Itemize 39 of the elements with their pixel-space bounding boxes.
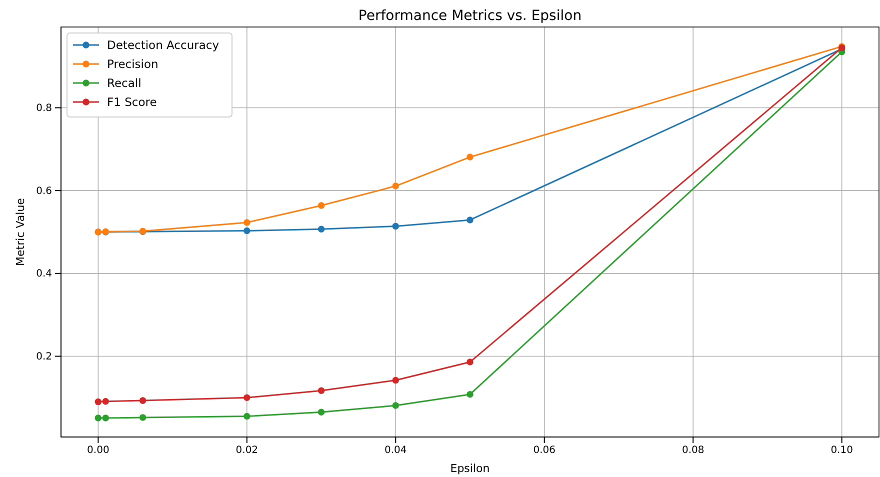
- legend-label: F1 Score: [107, 95, 157, 109]
- point: [102, 398, 110, 405]
- x-tick-label: 0.00: [87, 445, 110, 456]
- point: [244, 227, 250, 234]
- x-tick-label: 0.02: [236, 445, 258, 456]
- y-tick-label: 0.2: [36, 351, 52, 362]
- y-tick-label: 0.8: [36, 102, 52, 114]
- point: [392, 182, 400, 190]
- x-tick-label: 0.06: [533, 445, 556, 456]
- x-tick-label: 0.08: [682, 445, 704, 456]
- point: [244, 412, 250, 420]
- legend-label: Precision: [107, 57, 158, 71]
- point: [392, 222, 400, 230]
- point: [392, 402, 400, 409]
- point: [318, 408, 325, 416]
- x-tick-label: 0.10: [830, 445, 853, 456]
- y-axis-title: Metric Value: [14, 198, 27, 266]
- point: [244, 394, 250, 402]
- point: [244, 219, 250, 226]
- point: [139, 414, 146, 421]
- point: [318, 202, 325, 209]
- point: [466, 216, 474, 224]
- point: [94, 398, 102, 406]
- x-axis-title: Epsilon: [450, 462, 490, 475]
- legend-label: Recall: [107, 76, 142, 90]
- point: [466, 358, 474, 366]
- y-tick-label: 0.4: [36, 268, 52, 280]
- point: [102, 414, 110, 422]
- y-tick-label: 0.6: [36, 186, 52, 197]
- x-tick-label: 0.04: [384, 445, 407, 456]
- point: [466, 154, 474, 160]
- point: [94, 414, 102, 422]
- legend-label: Detection Accuracy: [107, 38, 220, 52]
- point: [139, 397, 146, 404]
- chart-title: Performance Metrics vs. Epsilon: [358, 8, 582, 24]
- point: [318, 226, 325, 232]
- point: [466, 390, 474, 398]
- point: [392, 376, 400, 384]
- point: [318, 387, 325, 394]
